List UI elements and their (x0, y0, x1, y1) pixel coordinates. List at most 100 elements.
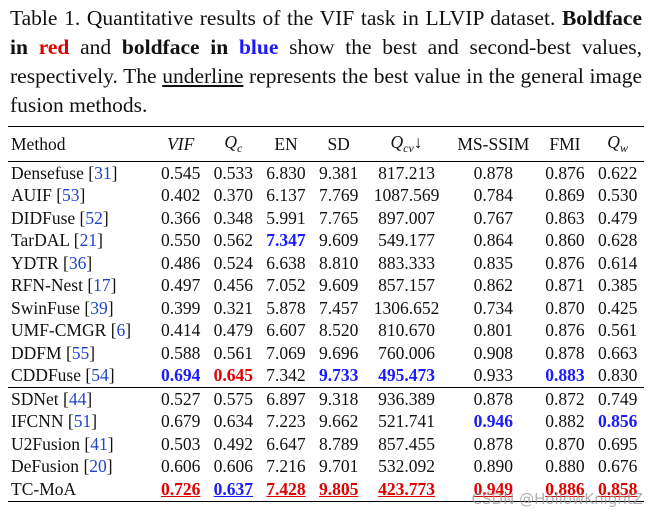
value-cell: 0.933 (473, 365, 514, 386)
value-cell: 760.006 (378, 342, 435, 363)
table-row: UMF-CMGR [6] 0.414 0.479 6.607 8.520 810.670 0… (8, 320, 644, 343)
value-cell: 0.479 (213, 320, 254, 341)
method-cell: TC-MoA (8, 478, 155, 502)
value-cell: 0.726 (154, 478, 207, 502)
value-cell: 9.318 (312, 387, 365, 411)
citation-link[interactable]: 31 (94, 162, 112, 183)
method-name: YDTR (11, 252, 59, 273)
down-arrow-icon: ↓ (413, 132, 423, 152)
method-cell: UMF-CMGR [6] (11, 320, 132, 341)
header-vif: VIF (154, 126, 207, 162)
table-row: TC-MoA 0.726 0.637 7.428 9.805 423.773 0.949 0.… (8, 478, 644, 502)
method-name: TarDAL (11, 230, 70, 251)
table-row: DDFM [55] 0.588 0.561 7.069 9.696 760.006 0.90… (8, 342, 644, 365)
value-cell: 7.216 (266, 456, 306, 477)
value-cell: 532.092 (378, 456, 435, 477)
value-cell: 0.856 (597, 411, 638, 432)
value-cell: 495.473 (378, 365, 435, 386)
method-name: SDNet (11, 388, 59, 409)
table-row: IFCNN [51] 0.679 0.634 7.223 9.662 521.741 0.9… (8, 411, 644, 434)
caption-bold-1: Boldface in (10, 6, 642, 59)
value-cell: 0.366 (160, 207, 201, 228)
caption-mid: show the best and second-best values, re… (10, 35, 642, 88)
value-cell: 0.767 (473, 207, 514, 228)
value-cell: 9.733 (318, 365, 359, 386)
value-cell: 8.520 (318, 320, 359, 341)
header-qw: Qw (591, 126, 644, 162)
value-cell: 936.389 (364, 387, 449, 411)
citation-link[interactable]: 44 (68, 388, 87, 409)
value-cell: 0.527 (154, 387, 207, 411)
citation-link[interactable]: 39 (90, 297, 108, 318)
method-cell: TarDAL [21] (11, 230, 103, 251)
table-row: Densefuse [31] 0.545 0.533 6.830 9.381 817.21… (8, 162, 644, 185)
value-cell: 7.765 (318, 207, 359, 228)
value-cell: 0.878 (473, 433, 514, 454)
citation-link[interactable]: 55 (71, 342, 90, 363)
value-cell: 0.533 (213, 162, 254, 183)
value-cell: 7.769 (318, 185, 359, 206)
value-cell: 549.177 (378, 230, 435, 251)
method-cell: AUIF [53] (11, 185, 86, 206)
method-name: DeFusion (11, 456, 80, 477)
value-cell: 0.876 (545, 162, 585, 183)
table-row: U2Fusion [41] 0.503 0.492 6.647 8.789 857.455… (8, 433, 644, 456)
value-cell: 0.550 (160, 230, 201, 251)
method-cell: SDNet [44] (8, 387, 155, 411)
caption-and: and (69, 35, 122, 59)
caption-blue-word: blue (238, 35, 279, 59)
table-row: DeFusion [20] 0.606 0.606 7.216 9.701 532.092… (8, 456, 644, 479)
citation-link[interactable]: 21 (79, 230, 98, 251)
value-cell: 0.876 (545, 320, 585, 341)
citation-link[interactable]: 17 (93, 275, 111, 296)
value-cell: 0.634 (213, 411, 254, 432)
value-cell: 0.784 (473, 185, 514, 206)
results-table: Method VIF Qc EN SD Qcv↓ MS-SSIM FMI Qw … (8, 126, 644, 502)
value-cell: 0.492 (213, 433, 254, 454)
method-cell: SwinFuse [39] (11, 297, 114, 318)
value-cell: 0.545 (160, 162, 201, 183)
value-cell: 0.562 (213, 230, 254, 251)
method-cell: DeFusion [20] (11, 456, 113, 477)
value-cell: 817.213 (378, 162, 435, 183)
value-cell: 0.456 (213, 275, 254, 296)
method-cell: YDTR [36] (11, 252, 93, 273)
citation-link[interactable]: 54 (91, 365, 109, 386)
value-cell: 0.370 (213, 185, 254, 206)
value-cell: 0.908 (473, 342, 514, 363)
value-cell: 857.157 (378, 275, 435, 296)
value-cell: 6.607 (266, 320, 306, 341)
method-cell: IFCNN [51] (11, 411, 98, 432)
citation-link[interactable]: 20 (89, 456, 107, 477)
value-cell: 0.399 (160, 297, 201, 318)
value-cell: 0.486 (160, 252, 201, 273)
value-cell: 1087.569 (373, 185, 440, 206)
value-cell: 0.561 (597, 320, 638, 341)
value-cell: 7.428 (259, 478, 313, 502)
value-cell: 0.561 (213, 342, 254, 363)
value-cell: 0.425 (597, 297, 638, 318)
citation-link[interactable]: 36 (68, 252, 87, 273)
value-cell: 0.870 (545, 433, 585, 454)
table-row: AUIF [53] 0.402 0.370 6.137 7.769 1087.569 0.7… (8, 185, 644, 208)
citation-link[interactable]: 53 (62, 185, 80, 206)
citation-link[interactable]: 51 (73, 411, 92, 432)
citation-link[interactable]: 41 (90, 433, 108, 454)
value-cell: 0.321 (213, 297, 254, 318)
citation-link[interactable]: 52 (85, 207, 103, 228)
citation-link[interactable]: 6 (116, 320, 126, 341)
value-cell: 0.614 (597, 252, 638, 273)
value-cell: 0.497 (160, 275, 201, 296)
value-cell: 0.622 (597, 162, 638, 183)
value-cell: 0.864 (473, 230, 514, 251)
value-cell: 0.606 (160, 456, 201, 477)
watermark: CSDN @HollowKnightZ (471, 490, 643, 508)
value-cell: 0.801 (473, 320, 514, 341)
value-cell: 6.638 (266, 252, 306, 273)
value-cell: 9.381 (318, 162, 359, 183)
value-cell: 0.679 (160, 411, 201, 432)
value-cell: 0.479 (597, 207, 638, 228)
method-name: U2Fusion (11, 433, 81, 454)
value-cell: 0.734 (473, 297, 514, 318)
method-cell: CDDFuse [54] (11, 365, 115, 386)
